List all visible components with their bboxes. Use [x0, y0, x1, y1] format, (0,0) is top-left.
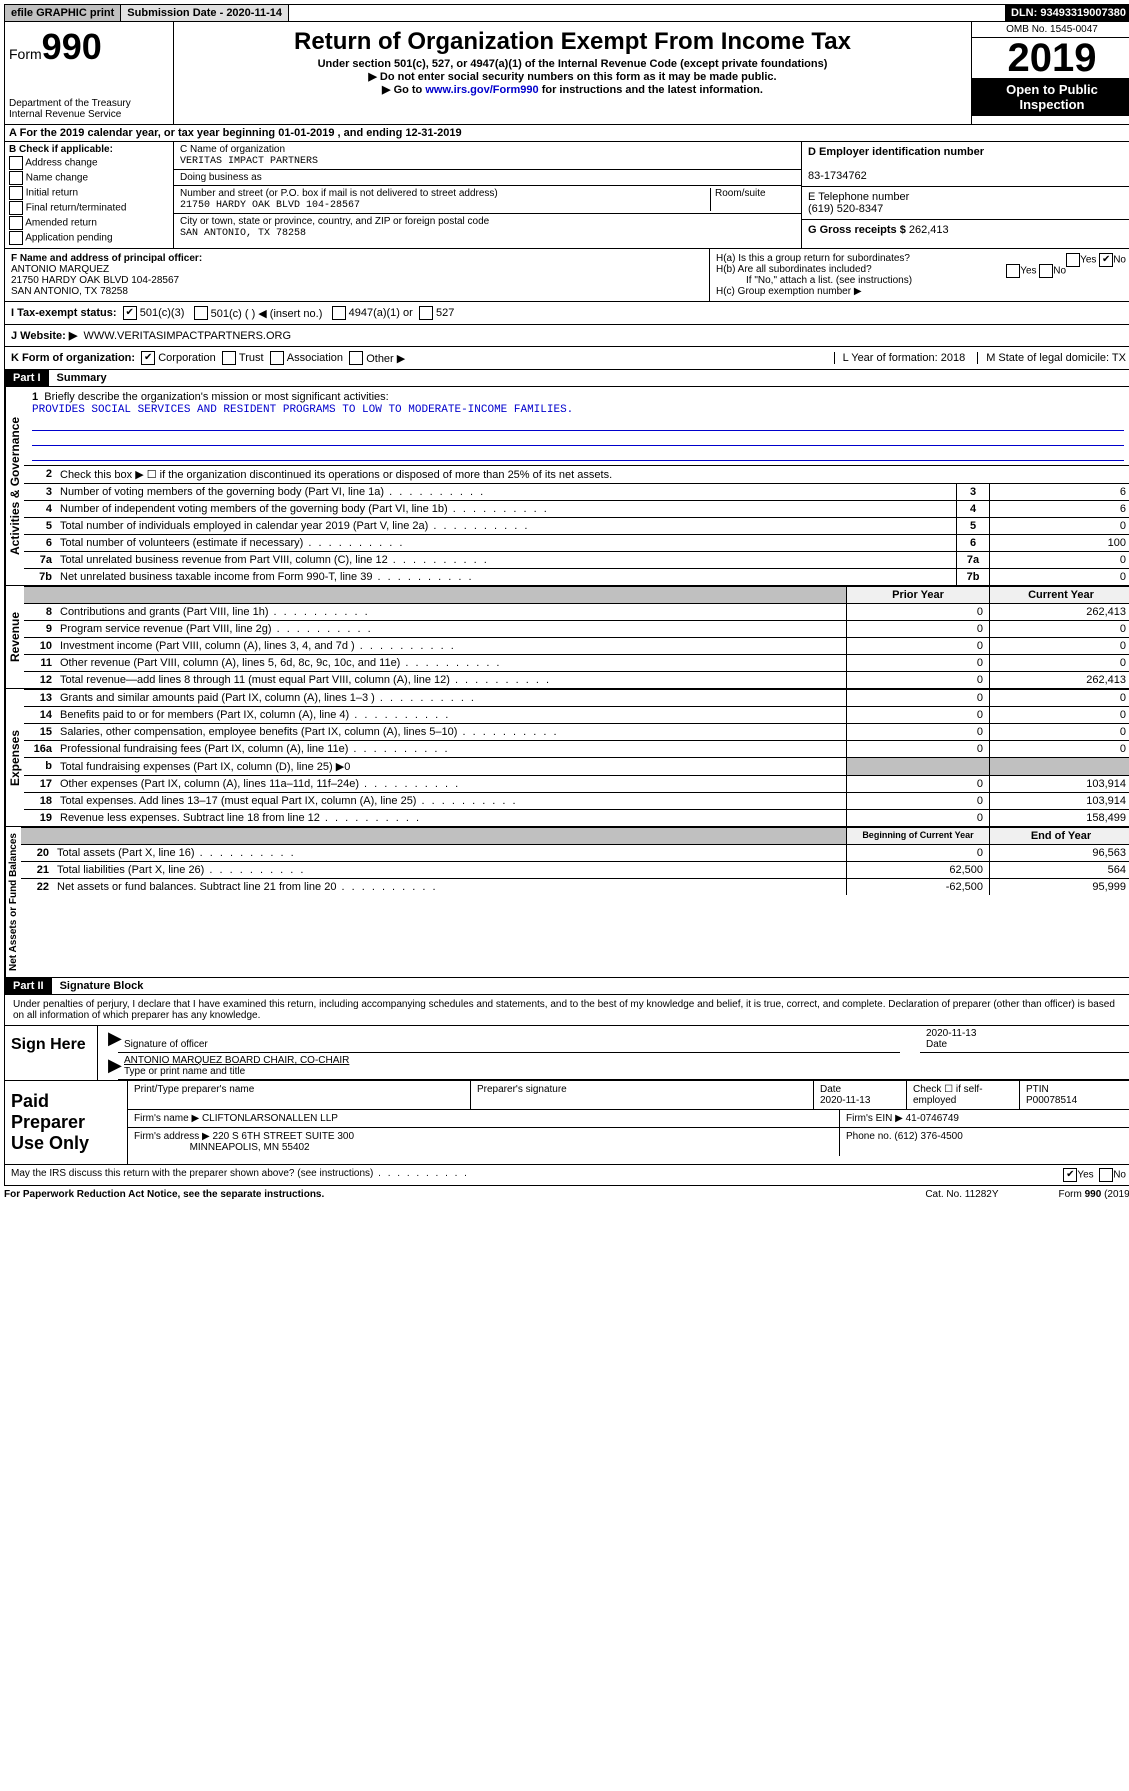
cb-4947[interactable] — [332, 306, 346, 320]
website: WWW.VERITASIMPACTPARTNERS.ORG — [83, 330, 291, 342]
cb-discuss-yes[interactable] — [1063, 1168, 1077, 1182]
firm-phone: (612) 376-4500 — [894, 1131, 962, 1142]
paid-preparer-label: Paid Preparer Use Only — [5, 1081, 128, 1164]
part2-header: Part II Signature Block — [4, 978, 1129, 995]
year-formation: L Year of formation: 2018 — [834, 352, 966, 364]
box-h: H(a) Is this a group return for subordin… — [710, 249, 1129, 301]
cb-name-change[interactable]: Name change — [9, 171, 169, 185]
summary-row: 5Total number of individuals employed in… — [24, 517, 1129, 534]
entity-block: B Check if applicable: Address change Na… — [4, 142, 1129, 249]
summary-row: 9Program service revenue (Part VIII, lin… — [24, 620, 1129, 637]
firm-ein: 41-0746749 — [906, 1113, 959, 1124]
cb-corp[interactable] — [141, 351, 155, 365]
efile-label: efile GRAPHIC print — [5, 5, 121, 21]
cb-527[interactable] — [419, 306, 433, 320]
tab-expenses: Expenses — [5, 689, 24, 826]
form-subtitle: Under section 501(c), 527, or 4947(a)(1)… — [178, 58, 967, 70]
summary-row: 4Number of independent voting members of… — [24, 500, 1129, 517]
row-k: K Form of organization: Corporation Trus… — [4, 347, 1129, 370]
tab-revenue: Revenue — [5, 586, 24, 688]
summary-row: 3Number of voting members of the governi… — [24, 483, 1129, 500]
perjury-declaration: Under penalties of perjury, I declare th… — [5, 995, 1129, 1026]
row-fh: F Name and address of principal officer:… — [4, 249, 1129, 302]
irs-link[interactable]: www.irs.gov/Form990 — [425, 84, 538, 96]
note-link: ▶ Go to www.irs.gov/Form990 for instruct… — [178, 83, 967, 96]
sign-here-label: Sign Here — [5, 1026, 98, 1080]
summary-row: 6Total number of volunteers (estimate if… — [24, 534, 1129, 551]
summary-row: 15Salaries, other compensation, employee… — [24, 723, 1129, 740]
summary-row: 13Grants and similar amounts paid (Part … — [24, 689, 1129, 706]
cb-501c3[interactable] — [123, 306, 137, 320]
cb-final-return[interactable]: Final return/terminated — [9, 201, 169, 215]
summary-row: 20Total assets (Part X, line 16) 096,563 — [21, 844, 1129, 861]
cb-discuss-no[interactable] — [1099, 1168, 1113, 1182]
summary-row: 21Total liabilities (Part X, line 26) 62… — [21, 861, 1129, 878]
box-c: C Name of organization VERITAS IMPACT PA… — [174, 142, 801, 248]
row-i: I Tax-exempt status: 501(c)(3) 501(c) ( … — [4, 302, 1129, 325]
summary-row: 10Investment income (Part VIII, column (… — [24, 637, 1129, 654]
tax-year-line: A For the 2019 calendar year, or tax yea… — [4, 125, 1129, 142]
part1-header: Part I Summary — [4, 370, 1129, 387]
org-address: 21750 HARDY OAK BLVD 104-28567 — [180, 200, 360, 211]
box-d: D Employer identification number 83-1734… — [802, 142, 1129, 187]
top-bar: efile GRAPHIC print Submission Date - 20… — [4, 4, 1129, 22]
tab-governance: Activities & Governance — [5, 387, 24, 585]
summary-row: 18Total expenses. Add lines 13–17 (must … — [24, 792, 1129, 809]
summary-row: 7aTotal unrelated business revenue from … — [24, 551, 1129, 568]
box-e: E Telephone number (619) 520-8347 — [802, 187, 1129, 220]
summary-row: 16aProfessional fundraising fees (Part I… — [24, 740, 1129, 757]
dln-label: DLN: 93493319007380 — [1005, 5, 1129, 21]
tab-netassets: Net Assets or Fund Balances — [5, 827, 21, 977]
open-public: Open to Public Inspection — [972, 78, 1129, 116]
form-header: Form990 Department of the Treasury Inter… — [4, 22, 1129, 125]
summary-table: Activities & Governance 1 Briefly descri… — [4, 387, 1129, 978]
cb-address-change[interactable]: Address change — [9, 156, 169, 170]
box-g: G Gross receipts $ 262,413 — [802, 220, 1129, 248]
org-city: SAN ANTONIO, TX 78258 — [180, 228, 306, 239]
firm-addr: 220 S 6TH STREET SUITE 300 — [213, 1131, 355, 1142]
cb-501c[interactable] — [194, 306, 208, 320]
cb-other[interactable] — [349, 351, 363, 365]
cb-trust[interactable] — [222, 351, 236, 365]
summary-row: bTotal fundraising expenses (Part IX, co… — [24, 757, 1129, 775]
form-number: Form990 — [9, 26, 169, 68]
summary-row: 7bNet unrelated business taxable income … — [24, 568, 1129, 585]
cb-amended[interactable]: Amended return — [9, 216, 169, 230]
paid-preparer-block: Paid Preparer Use Only Print/Type prepar… — [4, 1081, 1129, 1165]
summary-row: 17Other expenses (Part IX, column (A), l… — [24, 775, 1129, 792]
box-f: F Name and address of principal officer:… — [5, 249, 710, 301]
box-b: B Check if applicable: Address change Na… — [5, 142, 174, 248]
ein: 83-1734762 — [808, 170, 867, 182]
mission-text: PROVIDES SOCIAL SERVICES AND RESIDENT PR… — [32, 404, 573, 416]
dept-label: Department of the Treasury Internal Reve… — [9, 98, 169, 120]
state-domicile: M State of legal domicile: TX — [977, 352, 1126, 364]
phone: (619) 520-8347 — [808, 203, 883, 215]
signature-block: Under penalties of perjury, I declare th… — [4, 995, 1129, 1081]
summary-row: 11Other revenue (Part VIII, column (A), … — [24, 654, 1129, 671]
summary-row: 19Revenue less expenses. Subtract line 1… — [24, 809, 1129, 826]
footer: For Paperwork Reduction Act Notice, see … — [4, 1186, 1129, 1203]
row-j: J Website: ▶ WWW.VERITASIMPACTPARTNERS.O… — [4, 325, 1129, 347]
discuss-row: May the IRS discuss this return with the… — [4, 1165, 1129, 1186]
ptin: P00078514 — [1026, 1095, 1077, 1106]
summary-row: 8Contributions and grants (Part VIII, li… — [24, 603, 1129, 620]
summary-row: 22Net assets or fund balances. Subtract … — [21, 878, 1129, 895]
cb-initial-return[interactable]: Initial return — [9, 186, 169, 200]
cb-assoc[interactable] — [270, 351, 284, 365]
org-name: VERITAS IMPACT PARTNERS — [180, 156, 318, 167]
note-ssn: ▶ Do not enter social security numbers o… — [178, 70, 967, 83]
summary-row: 12Total revenue—add lines 8 through 11 (… — [24, 671, 1129, 688]
officer-name: ANTONIO MARQUEZ BOARD CHAIR, CO-CHAIR — [124, 1055, 349, 1066]
firm-name: CLIFTONLARSONALLEN LLP — [202, 1113, 338, 1124]
summary-row: 14Benefits paid to or for members (Part … — [24, 706, 1129, 723]
gross-receipts: 262,413 — [909, 224, 949, 236]
tax-year: 2019 — [972, 38, 1129, 78]
cb-app-pending[interactable]: Application pending — [9, 231, 169, 245]
form-title: Return of Organization Exempt From Incom… — [178, 28, 967, 56]
submission-date-btn[interactable]: Submission Date - 2020-11-14 — [121, 5, 289, 21]
